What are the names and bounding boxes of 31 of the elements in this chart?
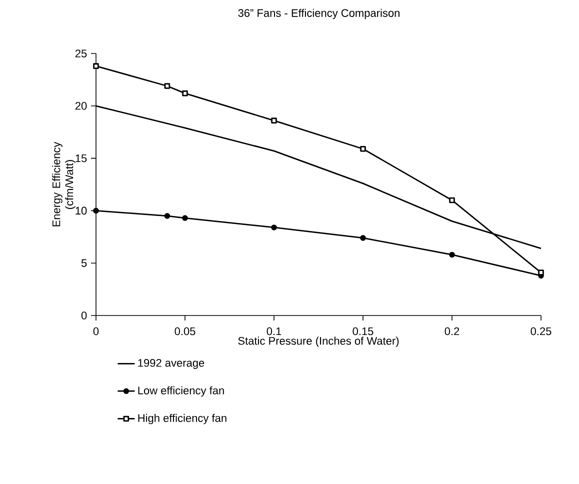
point: [93, 63, 99, 69]
point: [93, 208, 99, 214]
point: [164, 83, 170, 89]
point: [360, 235, 366, 241]
legend-label: High efficiency fan: [138, 414, 226, 424]
point: [164, 213, 170, 219]
x-tick-label: 0.05: [174, 327, 196, 336]
chart-title: 36” Fans - Efficiency Comparison: [238, 8, 400, 20]
x-tick-label: 0.2: [444, 327, 460, 336]
y-tick-label: 20: [75, 102, 87, 110]
legend-label: Low efficiency fan: [138, 386, 224, 397]
point: [449, 197, 455, 204]
x-axis-title: Static Pressure (Inches of Water): [238, 336, 399, 347]
point: [271, 118, 277, 124]
x-tick-label: 0.25: [530, 327, 552, 336]
y-axis-title: Energy Efficiency (cfm/Watt): [52, 142, 76, 226]
y-tick-label: 10: [76, 206, 87, 215]
point: [449, 252, 455, 258]
point: [271, 224, 277, 230]
point: [360, 146, 366, 152]
y-tick-label: 15: [76, 154, 87, 162]
y-tick-label: 5: [81, 259, 87, 267]
x-tick-label: 0.15: [352, 327, 374, 336]
point: [182, 90, 188, 96]
legend-label: 1992 average: [138, 358, 204, 369]
y-tick-label: 25: [75, 50, 87, 58]
x-tick-label: 0.1: [266, 327, 282, 336]
point: [538, 270, 544, 276]
point: [182, 215, 188, 221]
y-tick-label: 0: [81, 312, 87, 320]
x-tick-label: 0: [93, 327, 99, 336]
